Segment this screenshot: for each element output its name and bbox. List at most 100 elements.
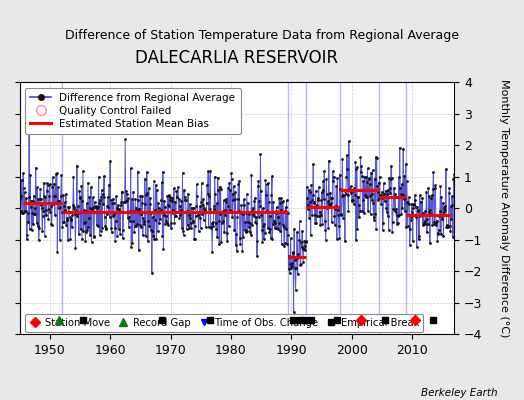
Point	[389, 206, 397, 212]
Point	[106, 158, 114, 164]
Point	[200, 216, 208, 223]
Point	[212, 226, 221, 232]
Point	[214, 218, 223, 224]
Point	[36, 186, 45, 192]
Point	[131, 196, 139, 202]
Point	[126, 165, 135, 172]
Point	[411, 204, 420, 210]
Point	[179, 228, 187, 234]
Point	[29, 192, 38, 199]
Point	[37, 202, 46, 208]
Point	[171, 213, 180, 219]
Point	[432, 222, 440, 228]
Point	[96, 227, 105, 234]
Point	[117, 198, 125, 205]
Point	[197, 199, 205, 206]
Point	[92, 222, 101, 228]
Point	[449, 234, 457, 240]
Point	[444, 224, 453, 230]
Point	[268, 173, 276, 179]
Point	[274, 214, 282, 220]
Point	[145, 185, 153, 192]
Point	[244, 219, 253, 225]
Point	[268, 235, 277, 242]
Point	[266, 226, 275, 232]
Point	[118, 235, 127, 241]
Point	[110, 200, 118, 206]
Point	[216, 211, 224, 218]
Point	[183, 208, 191, 214]
Point	[305, 215, 313, 222]
Point	[381, 188, 390, 194]
Point	[300, 246, 308, 252]
Point	[32, 220, 41, 226]
Point	[104, 209, 113, 215]
Point	[329, 168, 337, 174]
Point	[419, 222, 427, 228]
Point	[352, 237, 360, 243]
Point	[130, 229, 138, 236]
Point	[334, 206, 342, 213]
Point	[126, 218, 134, 224]
Point	[110, 210, 118, 217]
Point	[423, 220, 432, 227]
Point	[416, 213, 424, 219]
Point	[336, 186, 345, 192]
Point	[39, 180, 48, 186]
Point	[206, 224, 215, 231]
Point	[422, 188, 431, 195]
Point	[204, 168, 212, 175]
Point	[274, 226, 282, 232]
Point	[208, 220, 216, 227]
Point	[365, 176, 373, 182]
Point	[84, 224, 93, 230]
Point	[275, 220, 283, 226]
Point	[75, 231, 83, 238]
Point	[303, 194, 311, 201]
Point	[392, 221, 401, 227]
Point	[121, 199, 129, 206]
Point	[172, 213, 180, 220]
Point	[441, 207, 450, 213]
Point	[109, 196, 117, 202]
Point	[156, 208, 164, 214]
Point	[265, 228, 274, 235]
Point	[195, 214, 204, 221]
Point	[291, 287, 300, 294]
Point	[244, 200, 252, 206]
Point	[21, 208, 29, 215]
Point	[132, 223, 140, 229]
Point	[115, 206, 123, 212]
Point	[85, 215, 93, 222]
Point	[32, 200, 40, 206]
Point	[54, 205, 63, 212]
Point	[327, 199, 335, 206]
Point	[293, 228, 301, 235]
Point	[62, 191, 70, 197]
Point	[398, 181, 406, 187]
Point	[84, 180, 92, 186]
Point	[90, 234, 98, 240]
Point	[356, 154, 365, 160]
Point	[330, 174, 338, 180]
Point	[389, 194, 398, 200]
Point	[420, 220, 429, 227]
Point	[413, 208, 422, 214]
Point	[412, 214, 420, 220]
Point	[438, 213, 446, 220]
Point	[188, 204, 196, 211]
Point	[428, 222, 436, 228]
Point	[215, 183, 224, 190]
Point	[151, 217, 159, 224]
Point	[163, 220, 171, 226]
Point	[320, 168, 329, 174]
Point	[80, 220, 88, 226]
Point	[217, 239, 225, 246]
Point	[112, 217, 120, 224]
Point	[383, 190, 391, 197]
Point	[324, 198, 332, 205]
Point	[35, 236, 43, 243]
Point	[276, 207, 285, 214]
Point	[186, 201, 194, 208]
Point	[202, 208, 210, 215]
